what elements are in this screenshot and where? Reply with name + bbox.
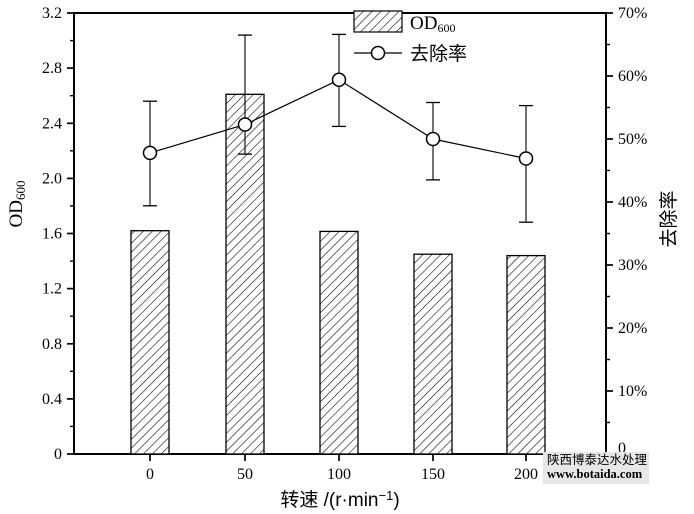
svg-text:150: 150 (421, 466, 445, 483)
svg-text:20%: 20% (618, 320, 647, 337)
svg-text:2.0: 2.0 (42, 170, 62, 187)
svg-text:去除率: 去除率 (658, 190, 680, 247)
svg-text:3.2: 3.2 (42, 5, 62, 22)
svg-text:www.botaida.com: www.botaida.com (547, 467, 643, 481)
svg-text:50%: 50% (618, 131, 647, 148)
svg-text:40%: 40% (618, 194, 647, 211)
svg-text:50: 50 (237, 466, 253, 483)
svg-text:0: 0 (146, 466, 154, 483)
svg-text:1.2: 1.2 (42, 281, 62, 298)
svg-text:0.8: 0.8 (42, 336, 62, 353)
svg-text:陕西博泰达水处理: 陕西博泰达水处理 (547, 452, 648, 467)
svg-text:0.4: 0.4 (42, 391, 62, 408)
svg-text:10%: 10% (618, 383, 647, 400)
svg-text:70%: 70% (618, 5, 647, 22)
svg-text:60%: 60% (618, 68, 647, 85)
svg-text:30%: 30% (618, 257, 647, 274)
svg-text:2.8: 2.8 (42, 60, 62, 77)
svg-text:1.6: 1.6 (42, 226, 62, 243)
svg-text:0: 0 (54, 446, 62, 463)
svg-text:200: 200 (514, 466, 538, 483)
svg-text:100: 100 (327, 466, 351, 483)
svg-text:2.4: 2.4 (42, 115, 62, 132)
svg-text:去除率: 去除率 (410, 43, 467, 65)
